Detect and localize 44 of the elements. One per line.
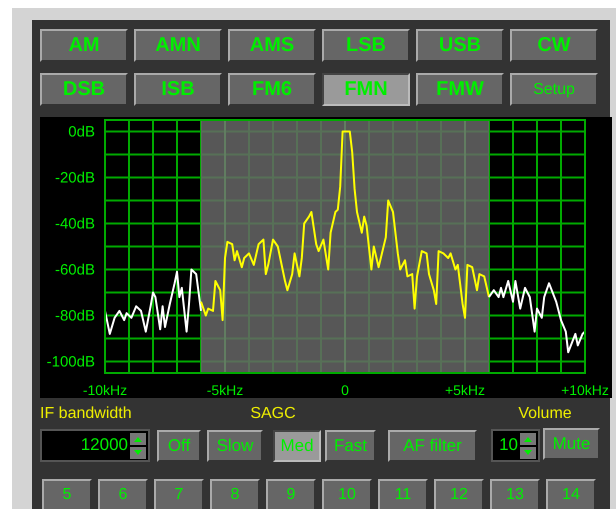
text: 12000 — [80, 435, 128, 455]
text: Mute — [543, 428, 600, 460]
text: AMN — [134, 29, 222, 62]
text: 13 — [490, 479, 540, 509]
text: Fast — [325, 430, 376, 462]
text: USB — [416, 29, 504, 62]
text: FMW — [416, 73, 504, 106]
text: AMS — [228, 29, 316, 62]
text: Slow — [207, 430, 263, 462]
text: 12 — [434, 479, 484, 509]
x-tick-label: -5kHz — [206, 382, 244, 398]
text: ISB — [134, 73, 222, 106]
text: 10 — [322, 479, 372, 509]
text: DSB — [40, 73, 128, 106]
text: Med — [273, 430, 321, 462]
x-tick-label: -10kHz — [82, 382, 128, 398]
text: FM6 — [228, 73, 316, 106]
y-tick-label: -40dB — [54, 216, 95, 232]
x-tick-label: +5kHz — [444, 382, 486, 398]
y-tick-label: -20dB — [54, 170, 95, 186]
text: CW — [510, 29, 598, 62]
text: 14 — [546, 479, 596, 509]
x-tick-label: 0 — [341, 382, 350, 398]
y-tick-label: 0dB — [68, 124, 95, 140]
text: FMN — [322, 73, 410, 106]
text: AM — [40, 29, 128, 62]
text: 5 — [42, 479, 92, 509]
text: SAGC — [249, 405, 297, 423]
text: AF filter — [388, 430, 477, 462]
text: 10 — [499, 435, 518, 455]
text: LSB — [322, 29, 410, 62]
text: Off — [157, 430, 201, 462]
text: 11 — [378, 479, 428, 509]
y-tick-label: -80dB — [54, 308, 95, 324]
text: Setup — [510, 73, 598, 106]
y-tick-label: -60dB — [54, 262, 95, 278]
text: Volume — [517, 405, 573, 423]
x-tick-label: +10kHz — [561, 382, 609, 398]
y-tick-label: -100dB — [46, 354, 95, 370]
text: 9 — [266, 479, 316, 509]
text: 7 — [154, 479, 204, 509]
text: IF bandwidth — [40, 405, 133, 423]
text: 6 — [98, 479, 148, 509]
text: 8 — [210, 479, 260, 509]
